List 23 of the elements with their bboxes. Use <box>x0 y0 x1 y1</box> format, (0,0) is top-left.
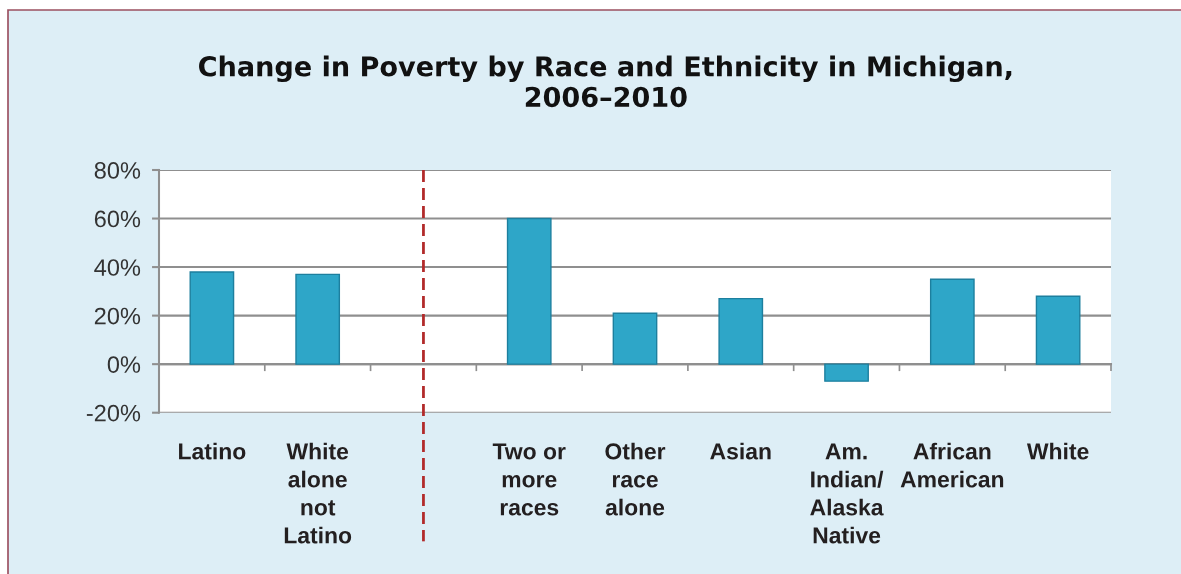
bar <box>506 217 552 365</box>
chart-title: Change in Poverty by Race and Ethnicity in Michigan, 2006–2010 <box>199 55 1012 108</box>
x-tick-label: Latino <box>179 442 246 460</box>
y-tick-label: 40% <box>94 259 141 276</box>
y-tick-label: 20% <box>94 307 141 325</box>
x-tick-label: African American <box>900 442 1004 488</box>
x-tick-label: Other race alone <box>605 442 666 516</box>
bar <box>189 271 235 365</box>
bar <box>929 278 975 365</box>
x-tick-label: White alone not Latino <box>284 442 352 544</box>
bar <box>612 312 658 365</box>
bar <box>1035 295 1081 365</box>
x-tick-label: Am. Indian/ Alaska Native <box>810 443 884 544</box>
x-tick-label: White <box>1026 442 1089 460</box>
bar <box>824 363 869 382</box>
bar <box>718 297 764 365</box>
y-tick-label: -20% <box>86 404 141 422</box>
y-tick-label: 60% <box>94 210 141 228</box>
bar <box>295 273 341 365</box>
x-tick-label: Two or more races <box>492 443 566 516</box>
x-tick-label: Asian <box>710 442 771 460</box>
y-tick-label: 80% <box>94 162 141 179</box>
y-tick-label: 0% <box>107 356 141 373</box>
